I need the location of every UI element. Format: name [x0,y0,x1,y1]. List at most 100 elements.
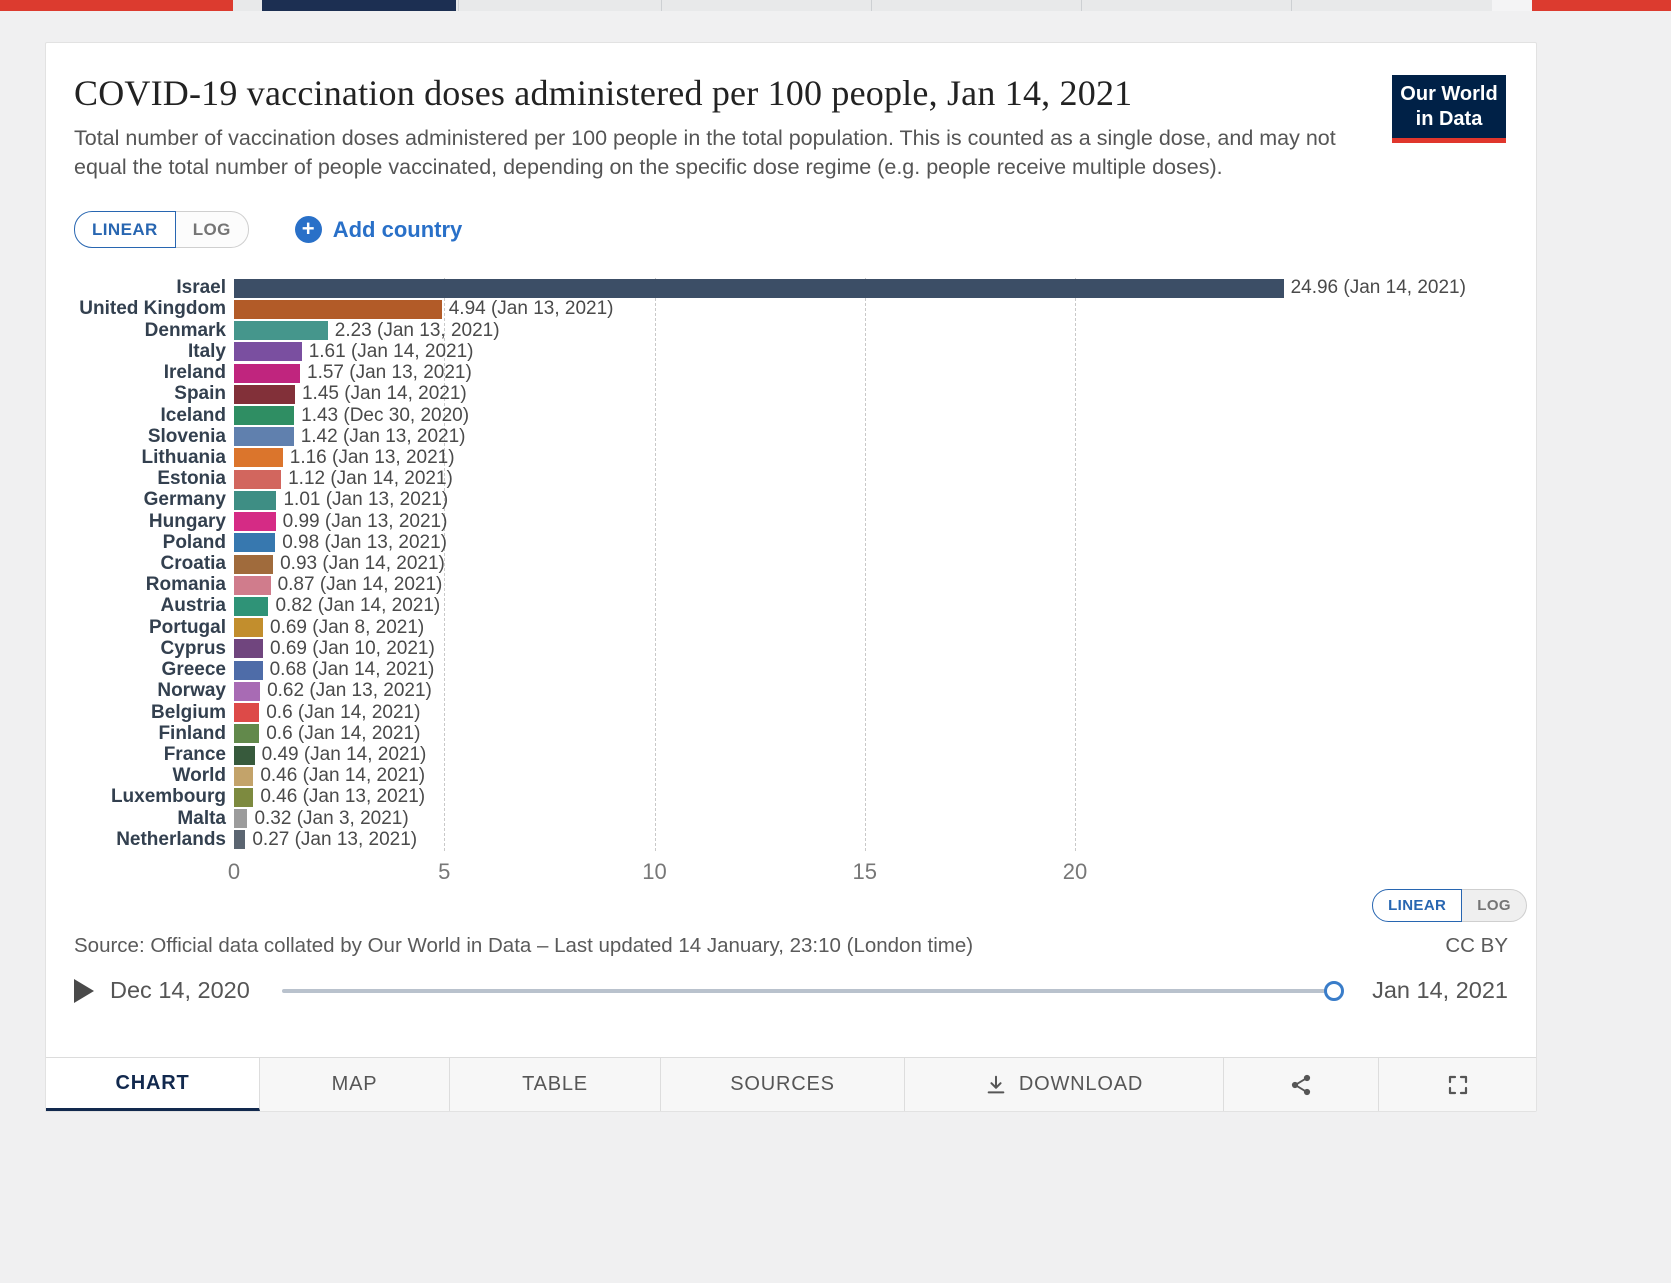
x-axis: 0 5 10 15 20 [74,859,1508,885]
log-toggle-bottom[interactable]: LOG [1462,888,1527,922]
bar[interactable] [234,469,282,489]
bar[interactable] [234,278,1284,298]
bar[interactable] [234,533,276,553]
tab-separator [1291,0,1292,11]
source-row: Source: Official data collated by Our Wo… [74,934,1508,958]
bar-value-label: 24.96 (Jan 14, 2021) [1290,277,1466,299]
country-label[interactable]: World [172,765,226,787]
bar[interactable] [234,299,442,319]
bar[interactable] [234,660,263,680]
tab-fullscreen[interactable] [1379,1058,1536,1111]
country-label[interactable]: Denmark [144,319,226,341]
bar[interactable] [234,681,261,701]
timeline-end-date: Jan 14, 2021 [1372,977,1508,1004]
chart-row: Hungary 0.99 (Jan 13, 2021) [74,511,1508,532]
country-label[interactable]: Belgium [151,701,226,723]
owid-logo[interactable]: Our World in Data [1392,75,1506,143]
tab-share[interactable] [1224,1058,1379,1111]
country-label[interactable]: Slovenia [147,425,226,447]
linear-toggle-bottom[interactable]: LINEAR [1372,888,1463,922]
bar[interactable] [234,448,283,468]
tab-download[interactable]: DOWNLOAD [905,1058,1224,1111]
country-label[interactable]: France [163,744,226,765]
bar[interactable] [234,745,255,765]
chart-row: Romania 0.87 (Jan 14, 2021) [74,575,1508,596]
country-label[interactable]: Netherlands [116,828,226,850]
bar-value-label: 0.82 (Jan 14, 2021) [275,595,441,617]
bar[interactable] [234,618,263,638]
x-axis-tick-label: 0 [227,858,241,884]
bar[interactable] [234,554,274,574]
country-label[interactable]: Croatia [160,553,226,575]
bar[interactable] [234,490,277,510]
bar-track: 1.61 (Jan 14, 2021) [234,341,1508,362]
bar[interactable] [234,809,248,829]
country-label[interactable]: Italy [187,340,226,362]
bar[interactable] [234,512,276,532]
source-text: Source: Official data collated by Our Wo… [74,933,974,957]
share-icon [1289,1073,1313,1097]
tab-table[interactable]: TABLE [450,1058,661,1111]
bar[interactable] [234,766,254,786]
timeline-slider-handle[interactable] [1324,980,1345,1001]
play-icon[interactable] [74,978,94,1003]
timeline-slider[interactable] [281,980,1345,1001]
bar[interactable] [234,384,295,404]
bar-value-label: 0.6 (Jan 14, 2021) [266,722,421,744]
country-label[interactable]: Spain [174,383,226,405]
country-label[interactable]: Norway [157,680,226,702]
chart-row: Netherlands 0.27 (Jan 13, 2021) [74,829,1508,850]
bar-track: 1.43 (Dec 30, 2020) [234,405,1508,426]
country-label[interactable]: Estonia [157,468,226,490]
country-label[interactable]: Iceland [160,404,226,426]
bar-track: 0.6 (Jan 14, 2021) [234,722,1508,744]
country-label[interactable]: Luxembourg [110,786,226,808]
country-label[interactable]: Austria [160,595,226,617]
bar[interactable] [234,406,295,425]
country-label[interactable]: Lithuania [141,446,226,468]
plus-icon: + [294,216,322,244]
license-link[interactable]: CC BY [1445,933,1508,957]
country-label[interactable]: Poland [162,531,226,553]
linear-toggle-top[interactable]: LINEAR [74,211,176,249]
log-toggle-top[interactable]: LOG [175,211,249,249]
tab-sources[interactable]: SOURCES [661,1058,905,1111]
country-label[interactable]: Finland [158,722,226,744]
bar[interactable] [234,321,328,341]
bar[interactable] [234,724,260,744]
bar[interactable] [234,575,271,595]
browser-active-tab[interactable] [262,0,456,11]
country-label[interactable]: Cyprus [160,637,226,659]
bar[interactable] [234,427,294,447]
tab-chart[interactable]: CHART [46,1058,260,1111]
bar-value-label: 1.12 (Jan 14, 2021) [288,468,453,490]
bar-value-label: 1.42 (Jan 13, 2021) [300,425,466,447]
country-label[interactable]: Germany [143,489,226,511]
owid-logo-line2: in Data [1415,108,1483,130]
bar-value-label: 4.94 (Jan 13, 2021) [448,298,614,320]
bar[interactable] [234,830,246,850]
bar-track: 24.96 (Jan 14, 2021) [234,278,1508,298]
bar[interactable] [234,342,302,362]
bar[interactable] [234,639,263,659]
tab-map[interactable]: MAP [260,1058,450,1111]
bar[interactable] [234,787,254,807]
country-label[interactable]: Portugal [148,616,226,638]
country-label[interactable]: Hungary [148,510,226,532]
country-label[interactable]: Ireland [163,362,226,384]
tab-separator [458,0,459,11]
country-label[interactable]: Israel [176,277,226,299]
chart-row: France 0.49 (Jan 14, 2021) [74,744,1508,765]
bar[interactable] [234,703,260,723]
add-country-button[interactable]: + Add country [294,216,462,244]
bar[interactable] [234,363,301,383]
chart-row: Belgium 0.6 (Jan 14, 2021) [74,702,1508,723]
chart-row: Croatia 0.93 (Jan 14, 2021) [74,553,1508,574]
chart-card: Our World in Data COVID-19 vaccination d… [45,42,1537,1112]
country-label[interactable]: Greece [161,659,226,681]
country-label[interactable]: Malta [177,807,226,829]
bar[interactable] [234,596,269,616]
country-label[interactable]: United Kingdom [79,298,226,320]
country-label[interactable]: Romania [145,574,226,596]
bar-track: 4.94 (Jan 13, 2021) [234,299,1508,319]
